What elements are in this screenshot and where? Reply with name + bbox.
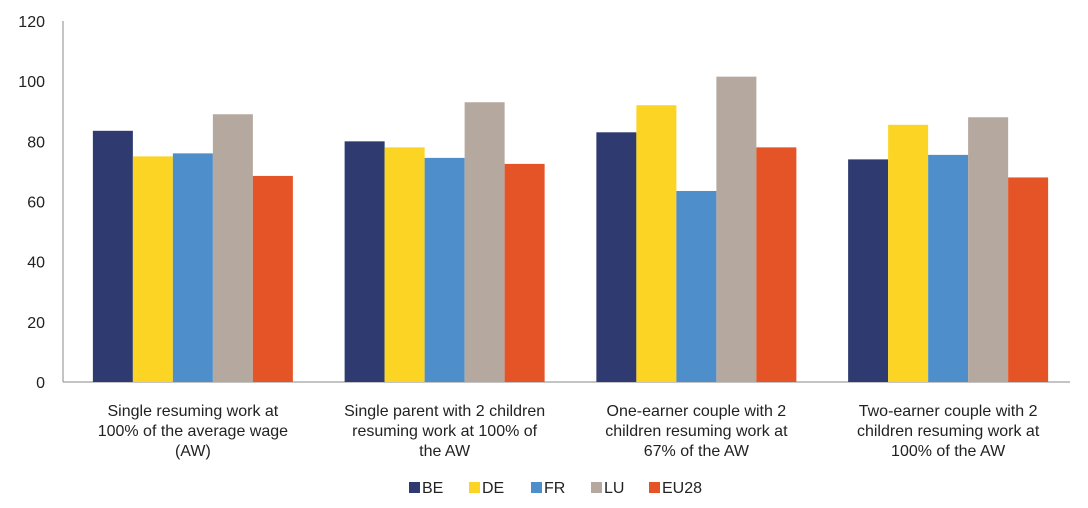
x-category-label: Single resuming work at 100% of the avera… — [98, 403, 288, 460]
x-category-label-line: the AW — [419, 443, 471, 460]
y-tick-label: 80 — [27, 134, 45, 151]
bar-fr — [424, 157, 465, 382]
x-category-label-line: Single resuming work at — [108, 403, 279, 420]
bar-fr — [676, 190, 717, 382]
x-category-label: Single parent with 2 children resuming wo… — [344, 403, 545, 460]
bar-lu — [464, 102, 505, 382]
bar-de — [636, 105, 677, 382]
y-tick-label: 60 — [27, 195, 45, 212]
y-tick-label: 0 — [36, 375, 45, 392]
bar-be — [848, 159, 889, 382]
x-category-label-line: children resuming work at — [857, 423, 1040, 440]
x-category-label-line: children resuming work at — [605, 423, 788, 440]
bar-lu — [212, 114, 253, 382]
bar-lu — [716, 76, 757, 382]
legend-label-eu28: EU28 — [662, 480, 702, 497]
bar-eu28 — [756, 147, 797, 382]
x-category-label-line: Single parent with 2 children — [344, 403, 545, 420]
x-category-label-line: (AW) — [175, 443, 211, 460]
legend-label-lu: LU — [604, 480, 624, 497]
x-category-label-line: 67% of the AW — [644, 443, 750, 460]
x-category-label: One-earner couple with 2 children resumin… — [605, 403, 788, 460]
bar-eu28 — [504, 163, 545, 382]
bar-fr — [172, 153, 213, 382]
bar-eu28 — [252, 175, 293, 382]
y-tick-label: 100 — [18, 74, 45, 91]
legend-label-be: BE — [422, 480, 443, 497]
x-category-label-line: 100% of the average wage — [98, 423, 288, 440]
bar-de — [888, 124, 929, 382]
bar-be — [596, 132, 637, 382]
legend-label-de: DE — [482, 480, 504, 497]
legend-swatch-lu — [591, 482, 602, 493]
bar-be — [92, 130, 133, 382]
x-category-label-line: Two-earner couple with 2 — [859, 403, 1038, 420]
bar-lu — [968, 117, 1009, 383]
y-tick-label: 20 — [27, 315, 45, 332]
x-category-label-line: 100% of the AW — [891, 443, 1006, 460]
bar-fr — [928, 154, 969, 382]
x-category-label: Two-earner couple with 2 children resumin… — [857, 403, 1040, 460]
legend-swatch-de — [469, 482, 480, 493]
x-category-label-line: resuming work at 100% of — [352, 423, 538, 440]
y-tick-label: 40 — [27, 255, 45, 272]
bar-de — [384, 147, 425, 382]
bar-de — [132, 156, 173, 382]
x-category-label-line: One-earner couple with 2 — [607, 403, 787, 420]
legend-swatch-eu28 — [649, 482, 660, 493]
legend-swatch-be — [409, 482, 420, 493]
legend-swatch-fr — [531, 482, 542, 493]
legend-label-fr: FR — [544, 480, 565, 497]
bar-eu28 — [1008, 177, 1049, 382]
bar-be — [344, 141, 385, 382]
y-tick-label: 120 — [18, 14, 45, 31]
